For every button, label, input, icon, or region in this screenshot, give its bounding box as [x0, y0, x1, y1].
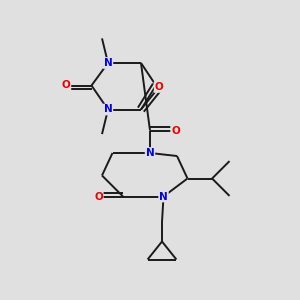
Text: N: N	[103, 104, 112, 115]
Text: N: N	[146, 148, 154, 158]
Text: O: O	[61, 80, 70, 91]
Text: O: O	[94, 191, 103, 202]
Text: N: N	[159, 191, 168, 202]
Text: O: O	[171, 125, 180, 136]
Text: O: O	[154, 82, 164, 92]
Text: N: N	[103, 58, 112, 68]
